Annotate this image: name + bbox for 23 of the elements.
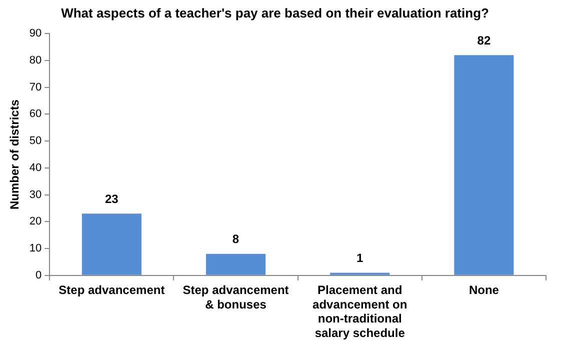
data-label: 23: [105, 192, 119, 206]
x-tick-label: Step advancement & bonuses: [182, 282, 289, 312]
y-tick-label: 0: [36, 269, 42, 282]
y-tick-label: 90: [29, 28, 42, 40]
y-axis-title: Number of districts: [8, 99, 22, 210]
bar: [454, 55, 514, 275]
data-label: 82: [477, 33, 491, 48]
y-tick-label: 50: [29, 135, 42, 148]
data-label: 8: [232, 232, 240, 246]
bar: [206, 254, 266, 275]
y-tick-label: 40: [29, 162, 42, 174]
data-label: 1: [356, 251, 364, 266]
y-tick-label: 10: [29, 242, 42, 255]
y-tick-label: 60: [29, 108, 42, 120]
y-tick-label: 70: [29, 81, 42, 94]
bar: [82, 214, 142, 275]
x-tick-label: Step advancement: [58, 282, 165, 297]
x-tick-label: None: [468, 282, 500, 297]
y-tick-label: 80: [29, 54, 42, 66]
y-tick-label: 20: [29, 216, 42, 228]
y-tick-label: 30: [29, 188, 42, 201]
x-tick-label: Placement and advancement on non-traditional salary schedule: [312, 282, 408, 340]
chart-title: What aspects of a teacher's pay are based on their evaluation rating?: [61, 5, 489, 20]
